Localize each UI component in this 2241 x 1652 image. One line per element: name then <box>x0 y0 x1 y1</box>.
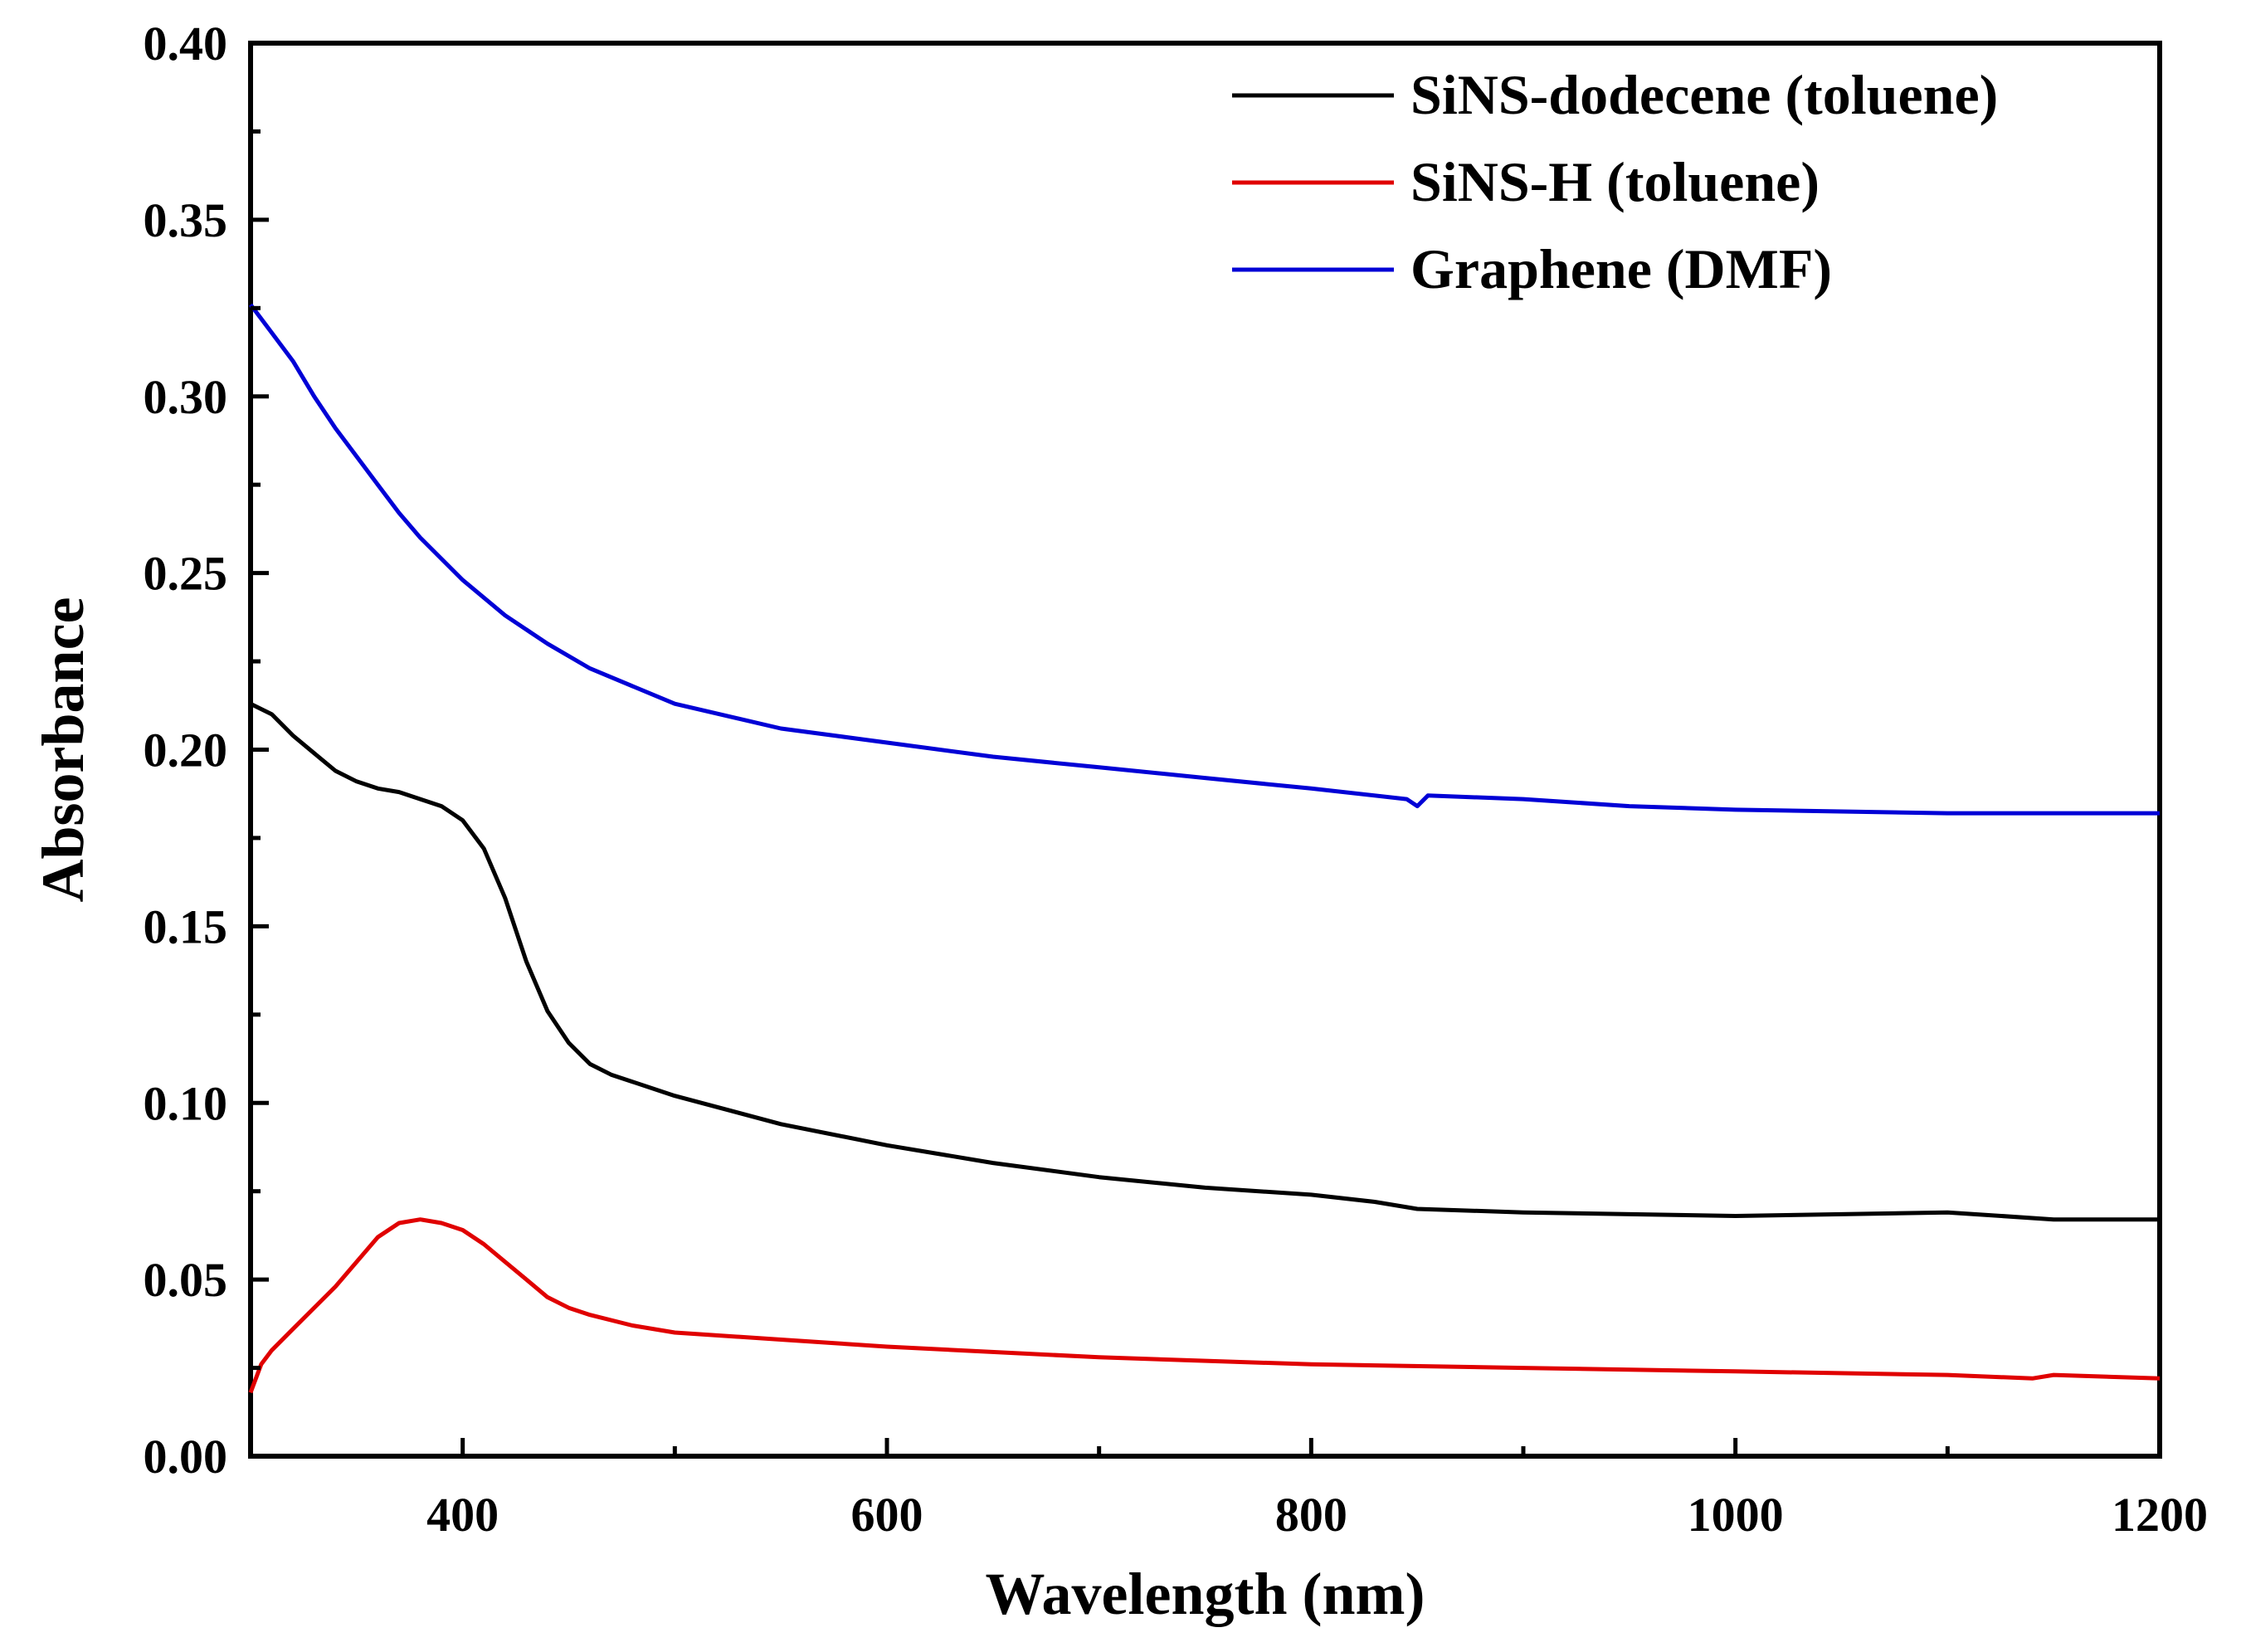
legend: SiNS-dodecene (toluene) SiNS-H (toluene) G… <box>1232 63 1998 300</box>
y-tick-label: 0.15 <box>144 899 228 953</box>
y-tick-label: 0.35 <box>144 193 228 247</box>
axes-frame <box>248 41 2162 1459</box>
x-tick-label: 600 <box>851 1488 923 1542</box>
x-axis-title: Wavelength (nm) <box>986 1561 1425 1627</box>
legend-label-0: SiNS-dodecene (toluene) <box>1410 63 1998 126</box>
plot-area: 400 600 800 1000 1200 0.00 0.05 0.10 0.15 0.20 0.2… <box>144 17 2209 1542</box>
series-line-0 <box>249 701 2160 1222</box>
y-tick-label: 0.40 <box>144 17 228 71</box>
y-tick-label: 0.25 <box>144 547 228 601</box>
x-tick-label: 1200 <box>2112 1488 2208 1542</box>
ticks-layer: 400 600 800 1000 1200 0.00 0.05 0.10 0.15 0.20 0.2… <box>144 17 2209 1542</box>
series-line-1 <box>248 1217 2161 1394</box>
series-layer <box>248 303 2161 1394</box>
legend-label-2: Graphene (DMF) <box>1410 237 1832 300</box>
y-tick-label: 0.30 <box>144 370 228 424</box>
y-tick-label: 0.05 <box>144 1253 228 1307</box>
x-tick-label: 400 <box>426 1488 499 1542</box>
y-tick-label: 0.00 <box>144 1430 228 1484</box>
y-axis-title: Absorbance <box>30 597 96 902</box>
series-line-2 <box>249 303 2160 816</box>
y-tick-label: 0.10 <box>144 1076 228 1130</box>
x-tick-label: 1000 <box>1688 1488 1784 1542</box>
y-tick-label: 0.20 <box>144 724 228 777</box>
legend-label-1: SiNS-H (toluene) <box>1410 150 1820 213</box>
x-tick-label: 800 <box>1275 1488 1347 1542</box>
